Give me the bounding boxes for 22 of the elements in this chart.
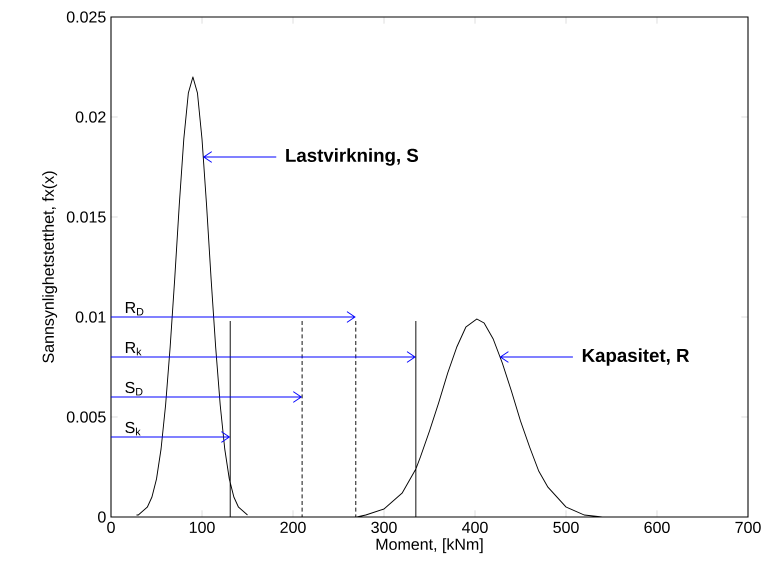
y-axis-title: Sannsynlighetstetthet, fx(x) <box>42 172 58 363</box>
x-tick-label: 300 <box>371 522 397 534</box>
y-tick-label: 0.02 <box>76 111 106 123</box>
x-tick-label: 400 <box>462 522 488 534</box>
x-tick-label: 0 <box>107 522 115 534</box>
annotation: R$_{k}$ <box>126 342 142 356</box>
y-tick-label: 0 <box>98 511 106 523</box>
x-tick-label: 600 <box>644 522 670 534</box>
x-tick-label: 100 <box>190 522 215 534</box>
annotation: Kapasitet, R <box>582 348 690 366</box>
annotation: S$_{D}$ <box>125 382 142 396</box>
x-tick-label: 200 <box>280 522 306 534</box>
y-tick-label: 0.015 <box>66 211 106 223</box>
annotation: R$_{D}$ <box>126 302 144 316</box>
x-tick-label: 500 <box>553 522 579 534</box>
x-axis-title: Moment, [kNm] <box>376 538 483 554</box>
annotation: S$_{k}$ <box>125 422 141 436</box>
y-tick-label: 0.01 <box>76 311 106 323</box>
x-tick-label: 700 <box>735 522 761 534</box>
y-tick-label: 0.005 <box>66 411 106 423</box>
y-tick-label: 0.025 <box>66 11 106 23</box>
annotation: Lastvirkning, S <box>286 148 418 166</box>
